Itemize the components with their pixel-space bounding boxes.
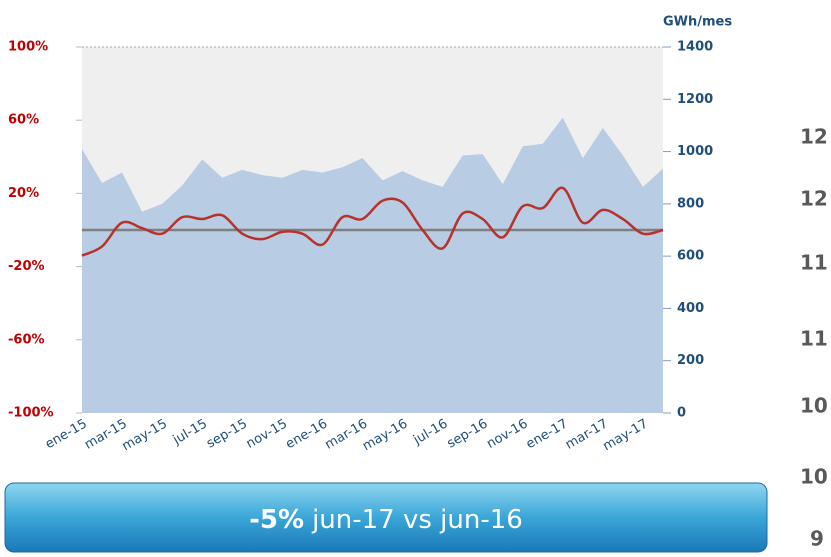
x-tick-label: sep-15 [204,417,250,452]
banner [4,482,768,553]
line [81,186,664,257]
y2-tick-label: 1200 [677,92,713,107]
y2-tick-label: 0 [677,406,686,421]
area [82,117,663,413]
right-panel-label: 10 [800,394,828,418]
right-panel-label: 12 [800,187,828,211]
y-tick-label: -20% [8,259,45,274]
x-tick-label: nov-16 [484,417,530,452]
x-tick-label: may-15 [120,417,170,455]
x-tick-label: ene-15 [43,417,90,453]
x-tick-label: jul-16 [410,417,450,449]
y2-tick-label: 400 [677,301,704,316]
y-tick-label: 100% [8,40,48,55]
x-tick-label: may-17 [600,417,650,455]
right-panel-label: 9 [810,527,824,551]
x-tick-label: sep-16 [445,417,491,452]
y2-tick-label: 1400 [677,40,713,55]
x-tick-label: nov-15 [244,417,290,452]
x-tick-label: ene-16 [283,417,330,453]
right-panel-label: 11 [800,251,828,275]
banner-highlight: -5% [249,505,304,535]
x-tick-label: jul-15 [170,417,210,449]
right-panel-label: 12 [800,125,828,149]
y2-tick-label: 600 [677,249,704,264]
y-tick-label: -60% [8,332,45,347]
y2-tick-label: 800 [677,196,704,211]
y2-tick-label: 1000 [677,144,713,159]
banner-text: -5% jun-17 vs jun-16 [249,505,523,535]
y2-axis-label: GWh/mes [663,15,732,30]
x-tick-label: may-16 [360,417,410,455]
banner-label: jun-17 vs jun-16 [311,505,523,535]
right-panel-label: 10 [800,465,828,489]
y-tick-label: 20% [8,186,39,201]
y-tick-label: -100% [8,406,54,421]
y2-tick-label: 200 [677,353,704,368]
right-panel-label: 11 [800,327,828,351]
x-tick-label: ene-17 [524,417,571,453]
y-tick-label: 60% [8,113,39,128]
